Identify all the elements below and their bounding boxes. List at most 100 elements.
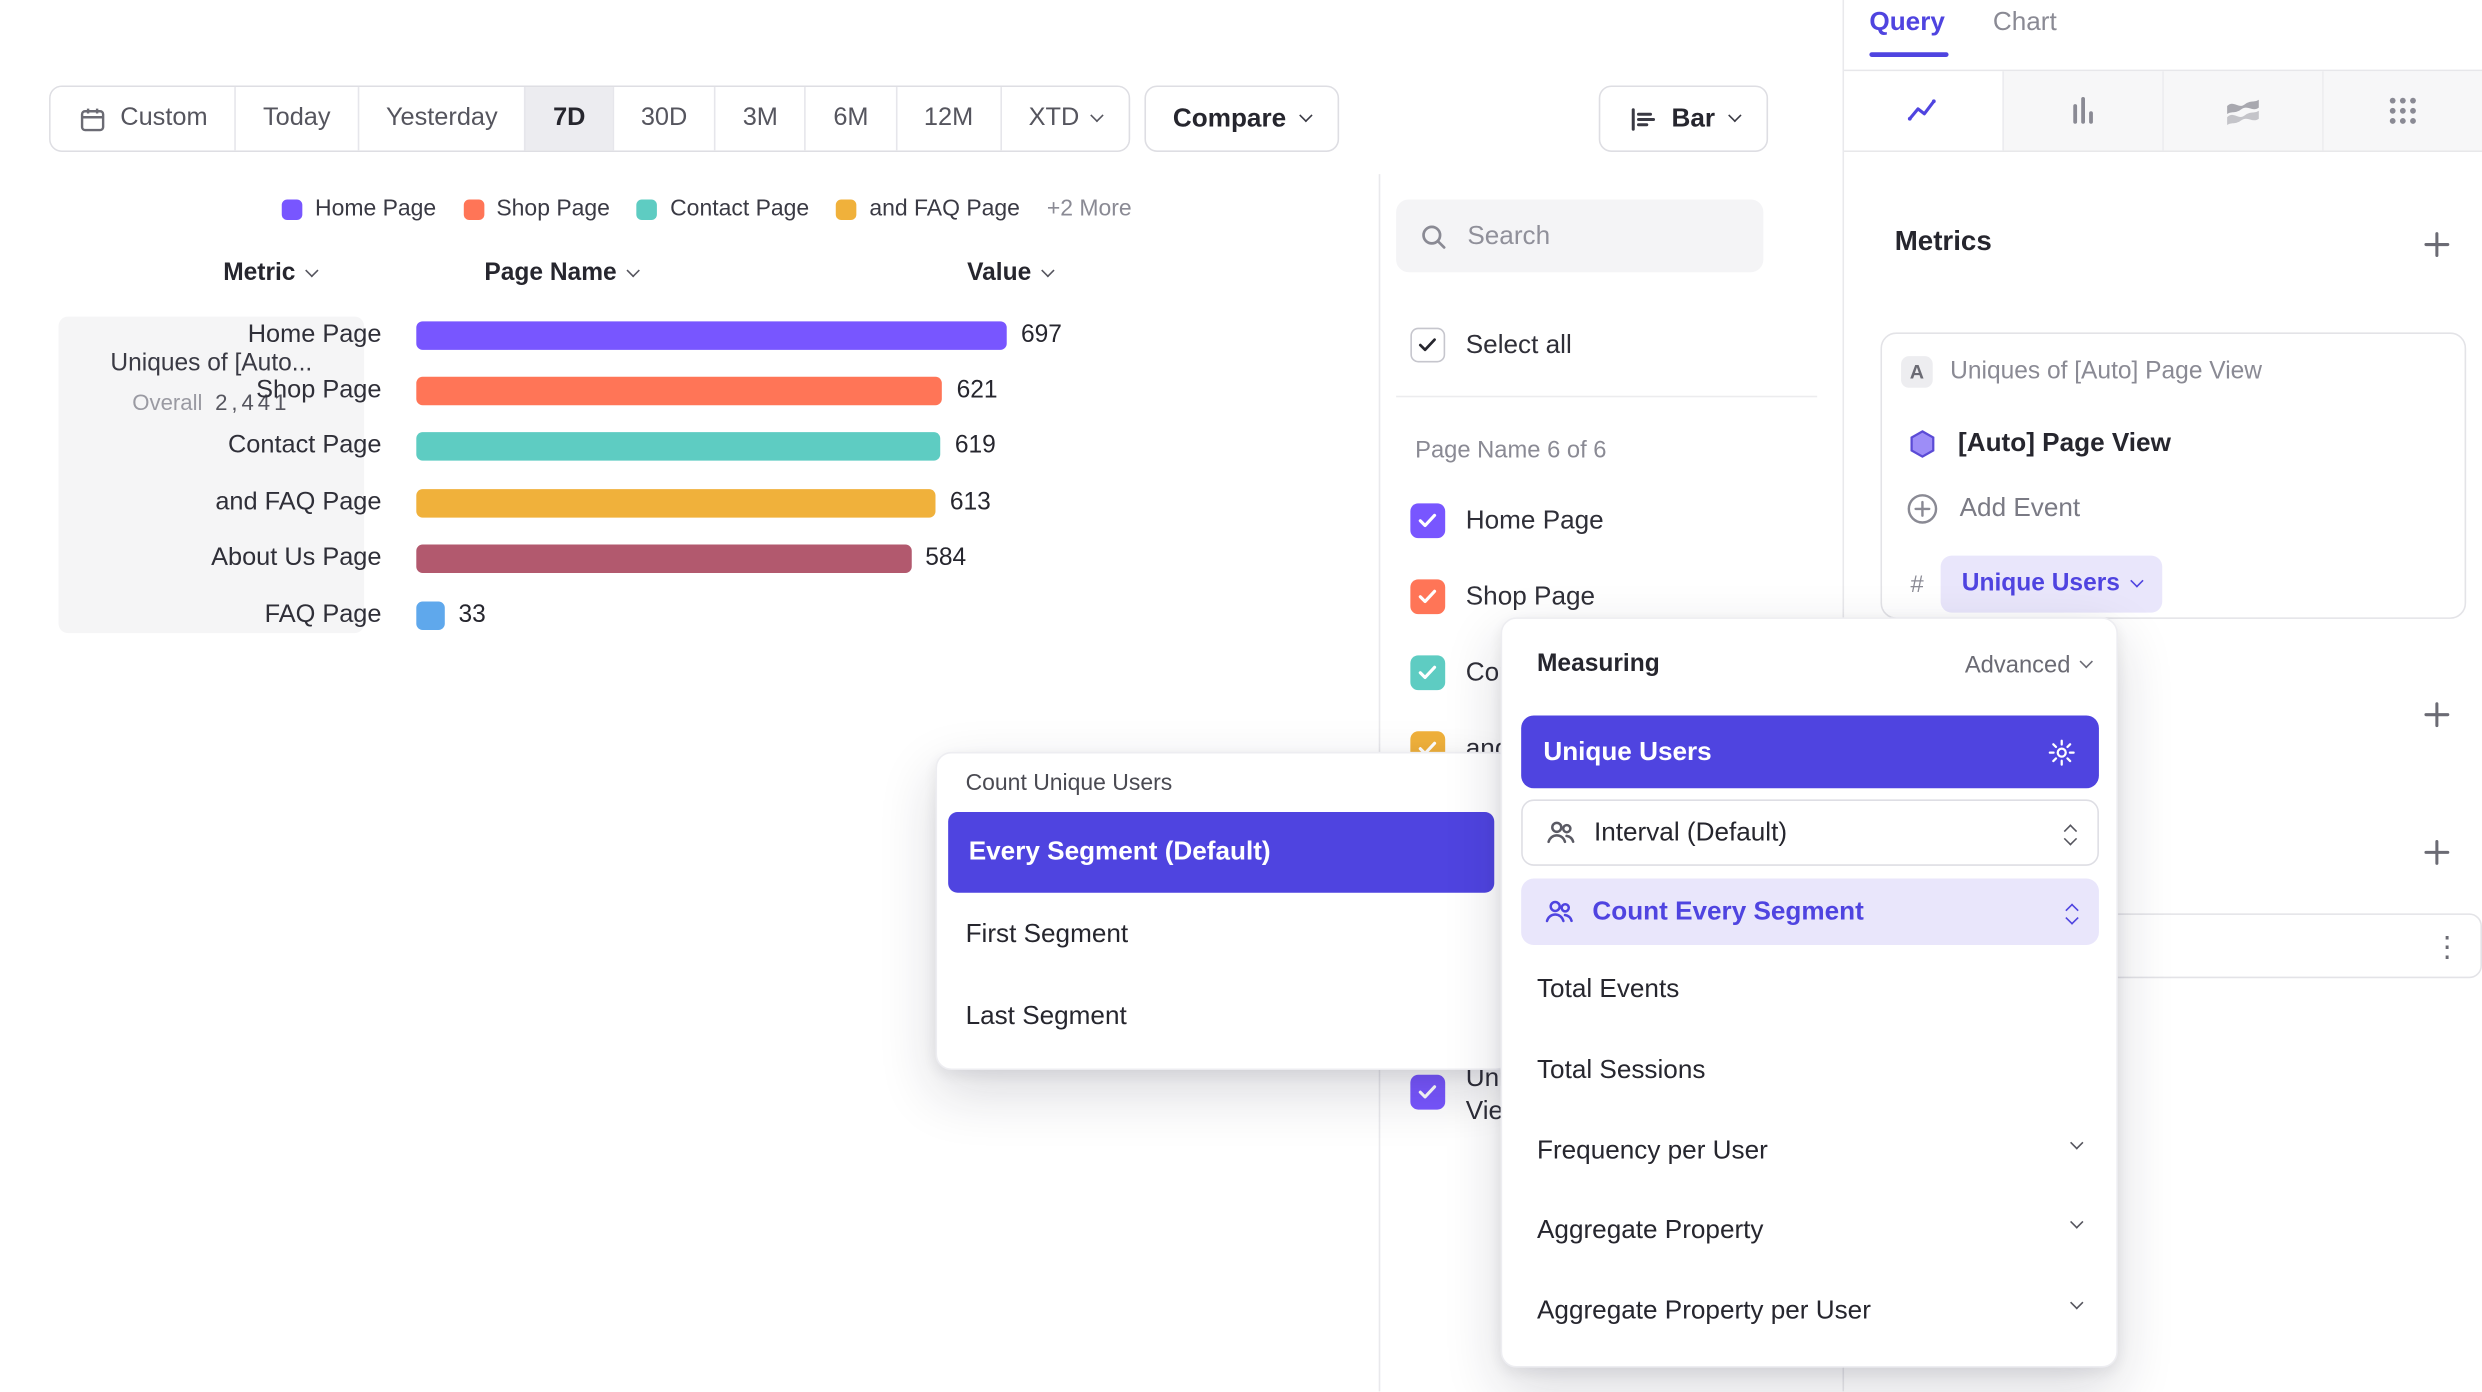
segment-checkbox-row[interactable]: Shop Page [1410,579,1595,615]
row-label: FAQ Page [264,600,382,628]
segment-checkbox[interactable] [1410,579,1446,615]
tab-stream-chart[interactable] [2162,71,2323,151]
menu-item-interval[interactable]: Interval (Default) [1521,799,2099,866]
add-filter-button[interactable] [2419,696,2454,731]
chart-type-label: Bar [1671,103,1716,133]
count-segment-popover: Count Unique Users Every Segment (Defaul… [935,751,1512,1071]
date-range-30d[interactable]: 30D [612,87,715,151]
legend-swatch [636,198,658,220]
column-header-value[interactable]: Value [967,260,1054,288]
tab-bar-chart[interactable] [2002,71,2163,151]
add-breakdown-button[interactable] [2419,834,2454,869]
compare-button[interactable]: Compare [1144,85,1339,152]
advanced-dropdown[interactable]: Advanced [1964,651,2093,679]
chevron-down-icon[interactable] [2070,1296,2084,1310]
column-header-page-name[interactable]: Page Name [484,260,640,288]
circle-plus-icon [1906,492,1939,525]
date-range-label: 7D [553,104,586,132]
advanced-label: Advanced [1964,651,2071,679]
date-range-yesterday[interactable]: Yesterday [357,87,525,151]
date-range-7d[interactable]: 7D [524,87,613,151]
date-range-12m[interactable]: 12M [895,87,1001,151]
chevron-down-icon [2130,574,2145,588]
overall-label: Overall [132,389,203,415]
legend-item[interactable]: Home Page [281,196,436,222]
date-range-xtd[interactable]: XTD [1000,87,1129,151]
bar-segment[interactable] [416,488,936,518]
date-range-6m[interactable]: 6M [804,87,896,151]
menu-item-count-every-segment[interactable]: Count Every Segment [1521,878,2099,945]
legend-more[interactable]: +2 More [1046,196,1132,222]
measure-dropdown[interactable]: Unique Users [1941,555,2163,613]
legend-item[interactable]: Shop Page [463,196,610,222]
segment-checkbox[interactable] [1410,655,1446,691]
chart-row: and FAQ Page 613 [0,475,1361,531]
chevron-down-icon[interactable] [2070,1215,2084,1229]
legend-label: Shop Page [496,196,610,222]
row-label: Contact Page [228,432,382,460]
date-range-label: 6M [833,104,869,132]
gear-icon[interactable] [2047,737,2077,767]
menu-item-aggregate-property-per-user[interactable]: Aggregate Property per User [1537,1296,1871,1326]
menu-item-unique-users[interactable]: Unique Users [1521,715,2099,789]
legend-item[interactable]: and FAQ Page [836,196,1020,222]
header-label: Metric [223,259,296,287]
bar-segment[interactable] [416,320,1007,350]
date-range-3m[interactable]: 3M [714,87,805,151]
segment-checkbox[interactable] [1410,503,1446,539]
legend-item[interactable]: Contact Page [636,196,809,222]
menu-item-every-segment[interactable]: Every Segment (Default) [948,812,1495,893]
date-range-today[interactable]: Today [234,87,358,151]
menu-item-aggregate-property[interactable]: Aggregate Property [1537,1216,1764,1246]
chevron-down-icon [1298,108,1312,123]
chevron-down-icon[interactable] [2070,1136,2084,1150]
search-input[interactable] [1464,219,1740,253]
row-label: and FAQ Page [215,488,382,516]
menu-item-total-sessions[interactable]: Total Sessions [1537,1056,1705,1086]
chevron-down-icon [1089,108,1104,123]
line-chart-icon [1904,92,1942,130]
bar-segment[interactable] [416,544,911,574]
bar-segment[interactable] [416,376,943,406]
menu-item-first-segment[interactable]: First Segment [937,893,1510,975]
stepper-icon[interactable] [2065,901,2079,925]
segment-search[interactable] [1396,199,1764,273]
add-event-row[interactable]: Add Event [1906,492,2080,525]
chart-type-dropdown[interactable]: Bar [1598,85,1768,152]
kebab-menu-icon[interactable]: ⋮ [2432,929,2462,962]
column-header-metric[interactable]: Metric [223,259,319,288]
select-all-row[interactable]: Select all [1410,327,1572,363]
grid-dots-icon [2385,93,2420,128]
menu-item-label: First Segment [965,918,1129,948]
tab-line-chart[interactable] [1844,71,2003,151]
metric-card-header: A Uniques of [Auto] Page View [1901,356,2262,388]
bar-segment[interactable] [416,600,445,630]
date-range-custom[interactable]: Custom [50,87,235,151]
metric-cell[interactable]: Uniques of [Auto... Overall 2,441 [58,316,365,634]
stepper-icon[interactable] [2063,822,2078,845]
chart-row: Contact Page 619 [0,419,1361,475]
event-checkbox[interactable] [1410,1074,1446,1110]
date-range-label: Today [262,104,331,132]
chart-row: FAQ Page 33 [0,587,1361,643]
tab-chart[interactable]: Chart [1993,8,2057,38]
menu-item-frequency-per-user[interactable]: Frequency per User [1537,1137,1768,1167]
search-icon [1418,221,1448,251]
menu-item-label: Aggregate Property [1536,1215,1764,1245]
chart-row: About Us Page 584 [0,531,1361,587]
tab-metrics-grid[interactable] [2322,71,2482,151]
segment-checkbox-row[interactable]: Home Page [1410,503,1604,539]
event-row[interactable]: [Auto] Page View [1907,429,2171,459]
menu-item-last-segment[interactable]: Last Segment [937,975,1510,1057]
metrics-section-title: Metrics [1894,224,1992,257]
legend-label: and FAQ Page [869,196,1020,222]
select-all-checkbox[interactable] [1410,327,1446,363]
tab-query[interactable]: Query [1869,8,1944,38]
add-metric-button[interactable] [2419,226,2454,261]
chart-row: Home Page 697 [0,307,1361,363]
metric-card[interactable]: A Uniques of [Auto] Page View [Auto] Pag… [1880,332,2467,619]
menu-item-total-events[interactable]: Total Events [1537,975,1679,1005]
menu-item-label: Total Events [1536,975,1680,1004]
bar-segment[interactable] [416,432,941,462]
